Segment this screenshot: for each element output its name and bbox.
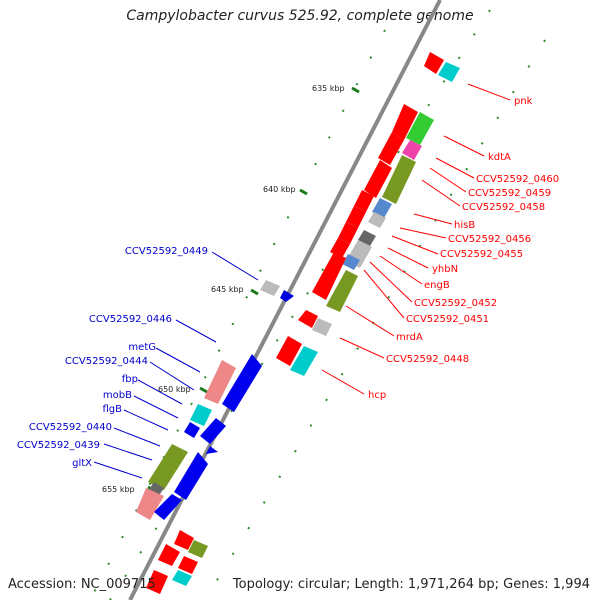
gene-arrow [174,530,194,550]
gene-arrow [222,354,262,412]
gene-arrow [174,452,208,500]
gene-arrow [172,570,192,586]
scale-label: 645 kbp [211,285,244,294]
gene-arrow [368,212,386,228]
gene-arrow [158,544,180,566]
left-labels: CCV52592_0449 CCV52592_0446 metG CCV5259… [17,246,208,469]
gene-arrow [392,104,418,140]
gene-arrow [358,230,376,246]
scale-label: 655 kbp [102,485,135,494]
gene-label-right: CCV52592_0456 [448,234,531,245]
gene-arrow [298,310,318,328]
gene-label-left: CCV52592_0439 [17,440,100,451]
gene-arrow [346,206,366,228]
scale-label: 635 kbp [312,84,345,93]
gene-label-left: CCV52592_0444 [65,356,148,367]
gene-label-right: pnk [514,96,533,107]
gene-label-right: CCV52592_0458 [462,202,545,213]
gene-arrow [178,556,198,574]
gene-label-left: gltX [72,458,92,469]
gene-label-right: mrdA [396,332,423,343]
gene-arrow [338,222,358,244]
gene-label-left: CCV52592_0440 [29,422,112,433]
right-label-connectors [321,83,511,395]
scale-tick [351,86,360,94]
gene-features-left [136,280,294,594]
gene-arrow [364,160,392,198]
scale-label: 640 kbp [263,185,296,194]
gene-arrow [154,494,182,520]
gene-arrow [206,446,218,454]
gene-label-right: hcp [368,390,386,401]
gene-arrow [276,336,302,366]
gene-label-right: CCV52592_0448 [386,354,469,365]
gene-label-right: engB [424,280,450,291]
gene-arrow [438,62,460,82]
gene-arrow [406,112,434,145]
gene-arrow [378,132,404,165]
gene-arrow [382,155,416,204]
gene-label-left: fbp [122,374,138,385]
gene-arrow [312,252,346,300]
gene-arrow [290,346,318,376]
gene-arrow [260,280,280,296]
gene-arrow [402,140,422,160]
gene-label-right: CCV52592_0460 [476,174,559,185]
gene-arrow [204,360,236,404]
gene-label-right: yhbN [432,264,458,275]
gene-arrow [188,540,208,558]
genome-summary-text: Topology: circular; Length: 1,971,264 bp… [232,577,590,592]
gene-label-right: hisB [454,220,475,231]
gene-label-right: kdtA [488,152,511,163]
scale-tick [250,288,259,296]
gene-label-left: metG [128,342,156,353]
gene-arrow [184,422,200,438]
gene-label-right: CCV52592_0455 [440,249,523,260]
gene-arrow [190,404,212,426]
scale-ticks [147,86,360,493]
gene-arrow [148,444,188,490]
gene-arrow [372,198,392,218]
gene-arrow [280,290,294,302]
gene-arrow [354,190,374,212]
gene-arrow [200,418,226,444]
gene-arrow [136,488,164,520]
scale-tick [199,386,208,394]
scale-labels: 635 kbp 640 kbp 645 kbp 650 kbp 655 kbp [102,84,345,494]
accession-text: Accession: NC_009715 [8,577,156,592]
gene-arrow [424,52,444,74]
gene-arrow [146,570,168,594]
scale-tick [299,188,308,196]
gene-label-right: CCV52592_0459 [468,188,551,199]
map-title: Campylobacter curvus 525.92, complete ge… [126,8,474,24]
gene-arrow [326,270,358,312]
gene-label-right: CCV52592_0451 [406,314,489,325]
right-labels: pnk kdtA CCV52592_0460 CCV52592_0459 CCV… [368,96,559,401]
gene-label-right: CCV52592_0452 [414,298,497,309]
gene-arrow [342,254,360,270]
gene-label-left: CCV52592_0449 [125,246,208,257]
scale-label: 650 kbp [158,385,191,394]
gene-label-left: flgB [102,404,122,415]
gene-arrow [312,318,332,336]
left-label-connectors [93,251,259,479]
gene-label-left: CCV52592_0446 [89,314,172,325]
gene-features-right [276,52,460,376]
gene-label-left: mobB [103,390,132,401]
